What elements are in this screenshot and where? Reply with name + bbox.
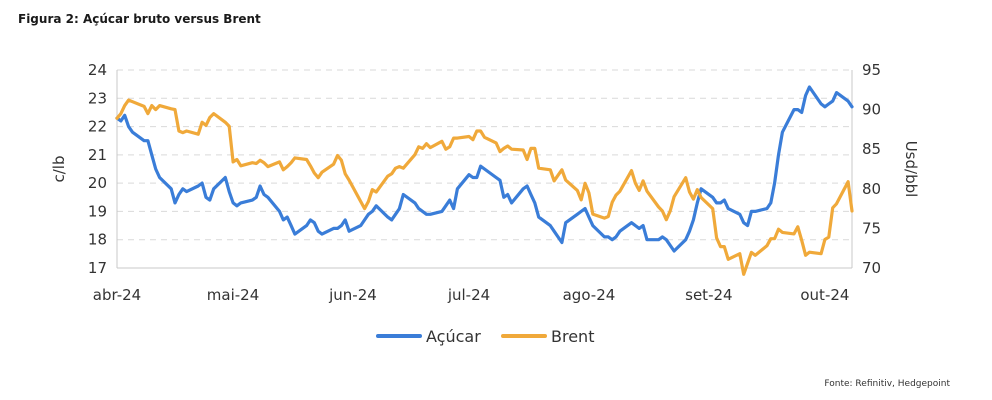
- y-left-tick-label: 21: [88, 146, 107, 164]
- y-right-tick-label: 75: [862, 219, 881, 237]
- y-left-tick-label: 18: [88, 231, 107, 249]
- legend: Açúcar Brent: [376, 327, 594, 346]
- y-left-axis-title: c/lb: [50, 156, 68, 183]
- x-tick-label: abr-24: [93, 286, 141, 304]
- series-line-a-car: [115, 85, 854, 253]
- x-tick-label: jun-24: [328, 286, 377, 304]
- y-right-tick-label: 85: [862, 140, 881, 158]
- y-left-tick-label: 20: [88, 174, 107, 192]
- x-tick-label: ago-24: [563, 286, 616, 304]
- x-tick-label: mai-24: [207, 286, 259, 304]
- y-left-tick-label: 23: [88, 89, 107, 107]
- series-line-brent: [115, 98, 854, 276]
- series-lines: [115, 85, 854, 276]
- y-left-tick-label: 17: [88, 259, 107, 277]
- x-tick-label: set-24: [685, 286, 732, 304]
- y-left-tick-label: 19: [88, 202, 107, 220]
- y-left-tick-label: 22: [88, 118, 107, 136]
- legend-label: Brent: [551, 327, 594, 346]
- x-tick-label: out-24: [800, 286, 849, 304]
- y-left-tick-label: 24: [88, 61, 107, 79]
- y-right-tick-label: 90: [862, 101, 881, 119]
- y-right-axis-title: Usd/bbl: [902, 141, 920, 198]
- y-right-tick-label: 80: [862, 180, 881, 198]
- legend-label: Açúcar: [426, 327, 481, 346]
- x-tick-label: jul-24: [447, 286, 490, 304]
- figure-title: Figura 2: Açúcar bruto versus Brent: [18, 12, 261, 26]
- y-right-tick-label: 70: [862, 259, 881, 277]
- source-note: Fonte: Refinitiv, Hedgepoint: [824, 379, 950, 389]
- axes: 17 18 19 20 21 22 23 24 70 75 80 85 90 95 abr-24 mai-24…: [50, 61, 920, 304]
- gridlines: [117, 69, 852, 241]
- y-right-tick-label: 95: [862, 61, 881, 79]
